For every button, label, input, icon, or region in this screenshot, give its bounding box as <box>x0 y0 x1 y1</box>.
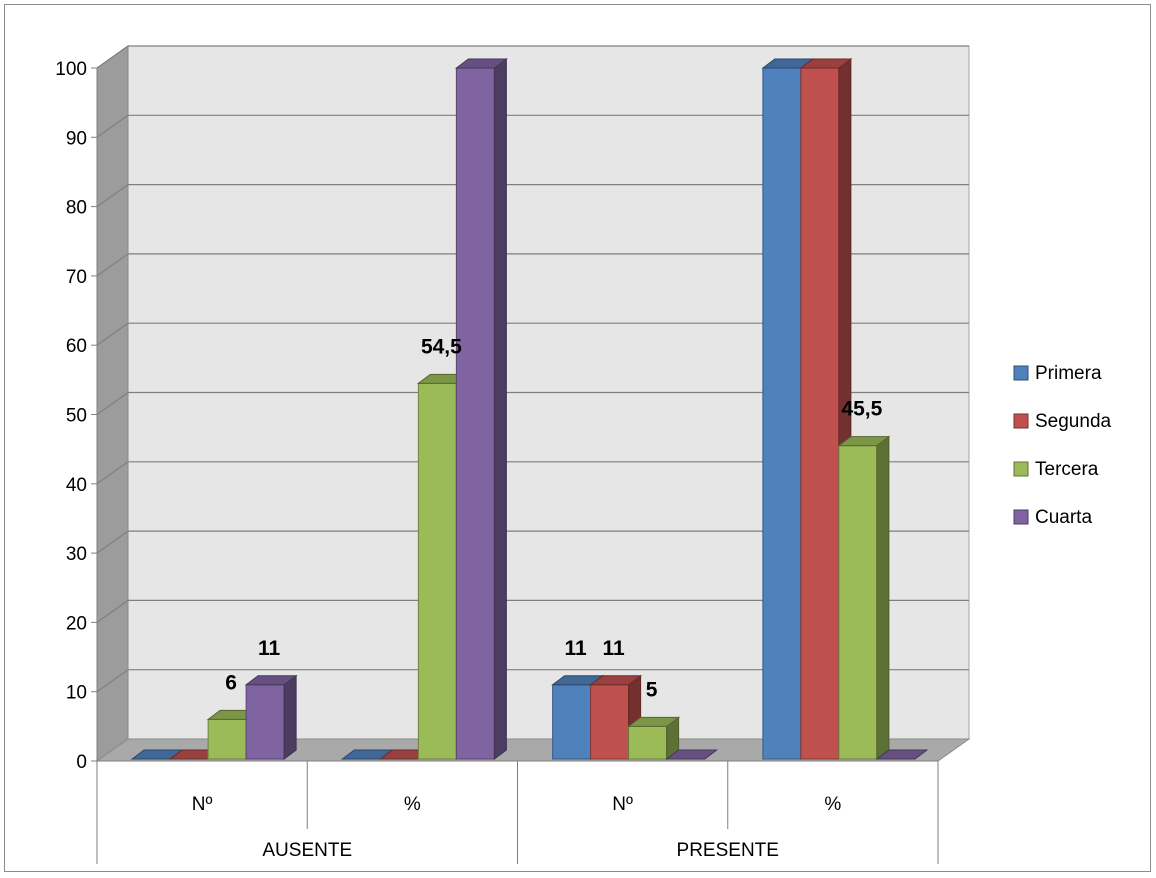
data-label: 11 <box>565 637 588 660</box>
legend-label-cuarta: Cuarta <box>1035 507 1092 528</box>
category-label: Nº <box>612 794 633 815</box>
y-tick-label: 60 <box>66 336 87 357</box>
y-tick-label: 30 <box>66 544 87 565</box>
bar-tercera <box>837 435 891 760</box>
bar-chart-3d: 0 10 20 30 40 50 60 70 80 90 100 Nº % AUSENTE Nº % PRESE… <box>55 45 1112 864</box>
bar-front <box>800 67 840 760</box>
bar-front <box>590 684 630 760</box>
legend-swatch-segunda <box>1013 413 1029 429</box>
bar-front <box>628 725 668 760</box>
gridline-side <box>96 45 129 69</box>
legend-label-segunda: Segunda <box>1035 411 1112 432</box>
y-tick-label: 80 <box>66 198 87 219</box>
bar-top <box>627 716 681 727</box>
y-tick-label: 90 <box>66 128 87 149</box>
legend: Primera Segunda Tercera Cuarta <box>1013 363 1112 528</box>
bar-side <box>876 435 890 760</box>
bars <box>130 58 929 760</box>
chart-frame: 0 10 20 30 40 50 60 70 80 90 100 Nº% AUSENTE Nº% PRESE… <box>4 4 1151 872</box>
gridline-side <box>96 530 129 554</box>
gridline-side <box>96 322 129 346</box>
legend-swatch-tercera <box>1013 461 1029 477</box>
bar-top <box>244 675 298 686</box>
gridline-side <box>96 114 129 138</box>
legend-label-tercera: Tercera <box>1035 459 1099 480</box>
bar-front <box>552 684 592 760</box>
gridline-side <box>96 253 129 277</box>
data-label: 6 <box>225 671 237 694</box>
bar-top <box>589 675 643 686</box>
bar-front <box>455 67 495 760</box>
category-label: % <box>404 794 421 815</box>
y-tick-label: 20 <box>66 613 87 634</box>
group-label: AUSENTE <box>262 840 352 861</box>
gridline-side <box>96 461 129 485</box>
bar-cuarta <box>875 749 929 760</box>
data-label: 45,5 <box>841 398 882 421</box>
data-label: 5 <box>646 678 658 701</box>
y-tick-label: 40 <box>66 475 87 496</box>
bar-front <box>245 684 285 760</box>
data-label: 54,5 <box>421 335 462 358</box>
data-label: 11 <box>603 637 626 660</box>
bar-top <box>837 436 891 447</box>
legend-label-primera: Primera <box>1035 363 1102 384</box>
bar-cuarta <box>454 58 508 760</box>
y-tick-label: 70 <box>66 267 87 288</box>
category-label: % <box>824 794 841 815</box>
axes: 0 10 20 30 40 50 60 70 80 90 100 Nº % AUSENTE Nº % PRESE… <box>55 59 939 864</box>
bar-front <box>762 67 802 760</box>
group-label: PRESENTE <box>677 840 779 861</box>
legend-swatch-primera <box>1013 365 1029 381</box>
bar-front <box>207 718 247 760</box>
bar-cuarta <box>244 674 298 760</box>
gridline-side <box>96 392 129 415</box>
gridline-side <box>96 184 129 208</box>
y-tick-label: 10 <box>66 683 87 704</box>
y-tick-label: 100 <box>55 59 87 80</box>
bar-cuarta <box>665 749 719 760</box>
bar-top <box>875 749 929 760</box>
bar-front <box>838 445 878 760</box>
category-label: Nº <box>192 794 213 815</box>
y-tick-label: 0 <box>76 752 87 773</box>
data-label: 11 <box>258 637 281 660</box>
bar-top <box>799 58 853 69</box>
data-labels: 6 11 54,5 11 11 5 45,5 <box>225 335 882 701</box>
gridline-side <box>96 599 129 623</box>
bar-front <box>417 382 457 760</box>
bar-side <box>493 58 507 760</box>
bar-side <box>283 674 297 760</box>
gridline-side <box>96 669 129 693</box>
legend-swatch-cuarta <box>1013 509 1029 525</box>
bar-top <box>665 749 719 760</box>
y-tick-label: 50 <box>66 406 87 427</box>
bar-top <box>454 58 508 69</box>
bar-tercera <box>627 716 681 760</box>
